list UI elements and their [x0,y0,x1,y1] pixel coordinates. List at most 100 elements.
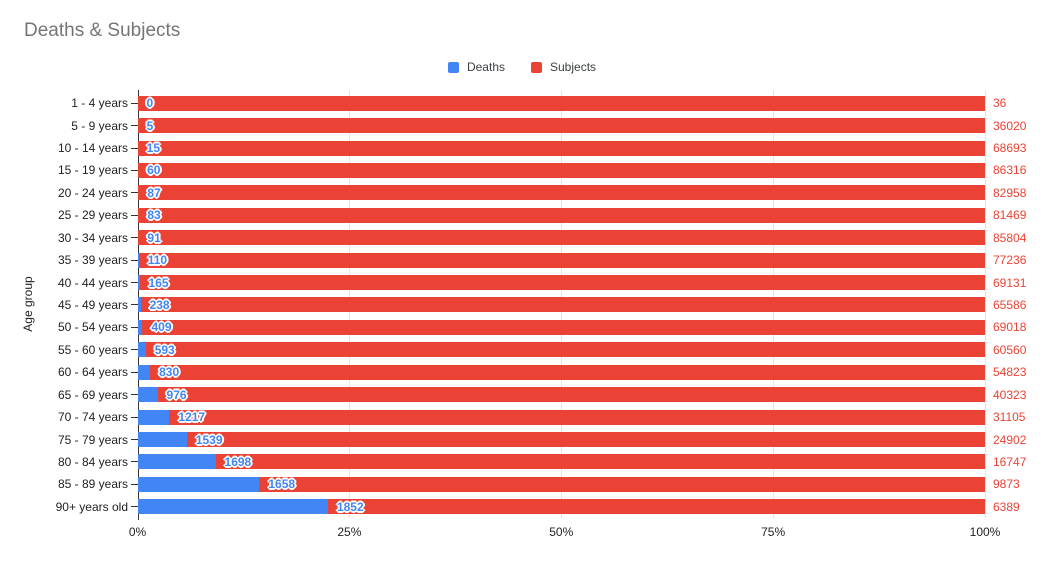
axis-tick [131,214,138,216]
subjects-value-label: 77236 [993,253,1027,268]
axis-tick [131,102,138,104]
deaths-bar-segment[interactable] [137,207,139,223]
subjects-bar-segment[interactable] [137,118,985,134]
category-label: 35 - 39 years [57,253,128,268]
subjects-bar-segment[interactable] [137,95,985,111]
category-label: 60 - 64 years [57,365,128,380]
category-label: 80 - 84 years [57,454,128,469]
axis-tick [131,349,138,351]
deaths-value-label: 91 [147,230,161,245]
deaths-value-label: 87 [147,185,161,200]
deaths-bar-segment[interactable] [137,297,141,313]
category-label: 5 - 9 years [71,118,128,133]
deaths-bar-segment[interactable] [137,230,139,246]
deaths-value-label: 976 [166,387,187,402]
subjects-bar-segment[interactable] [138,252,985,268]
deaths-bar-segment[interactable] [137,387,158,403]
subjects-value-label: 81469 [993,208,1027,223]
deaths-bar-segment[interactable] [137,364,151,380]
deaths-bar-segment[interactable] [137,342,146,358]
deaths-value-label: 409 [151,320,172,335]
category-label: 15 - 19 years [57,163,128,178]
deaths-bar-segment[interactable] [137,409,170,425]
legend-label-subjects: Subjects [550,60,597,74]
legend: Deaths Subjects [0,58,1044,76]
subjects-bar-segment[interactable] [139,275,985,291]
category-label: 65 - 69 years [57,387,128,402]
deaths-bar-segment[interactable] [137,252,139,268]
deaths-value-label: 1698 [224,454,252,469]
deaths-value-label: 238 [149,297,170,312]
axis-tick [131,506,138,508]
deaths-bar-segment[interactable] [137,275,140,291]
axis-tick [131,416,138,418]
category-label: 1 - 4 years [71,96,128,111]
category-label: 70 - 74 years [57,410,128,425]
deaths-value-label: 593 [154,342,175,357]
deaths-value-label: 1217 [178,410,206,425]
subjects-bar-segment[interactable] [145,342,985,358]
subjects-bar-segment[interactable] [138,162,985,178]
deaths-bar-segment[interactable] [137,454,216,470]
subjects-bar-segment[interactable] [150,364,985,380]
axis-tick [131,371,138,373]
subjects-bar-segment[interactable] [137,140,985,156]
deaths-bar-segment[interactable] [137,185,139,201]
subjects-value-label: 82958 [993,185,1027,200]
subjects-value-label: 40323 [993,387,1027,402]
category-label: 20 - 24 years [57,185,128,200]
subjects-value-label: 9873 [993,477,1020,492]
axis-tick [131,192,138,194]
subjects-bar-segment[interactable] [138,185,985,201]
deaths-bar-segment[interactable] [137,319,143,335]
subjects-value-label: 86316 [993,163,1027,178]
subjects-value-label: 65586 [993,297,1027,312]
deaths-value-label: 5 [146,118,154,133]
x-axis-tick-label: 0% [128,525,147,539]
axis-tick [131,282,138,284]
subjects-bar-segment[interactable] [140,297,985,313]
axis-tick [131,483,138,485]
subjects-value-label: 36020 [993,118,1027,133]
deaths-bar-segment[interactable] [137,499,328,515]
x-axis-tick-label: 100% [969,525,1001,539]
category-label: 40 - 44 years [57,275,128,290]
subjects-value-label: 85804 [993,230,1027,245]
subjects-value-label: 24902 [993,432,1027,447]
axis-tick [131,439,138,440]
deaths-value-label: 1658 [268,477,296,492]
subjects-bar-segment[interactable] [259,476,985,492]
legend-label-deaths: Deaths [466,60,505,74]
axis-tick [131,147,138,149]
x-axis-tick-label: 50% [549,525,574,539]
deaths-bar-segment[interactable] [137,162,139,178]
deaths-value-label: 165 [148,275,169,290]
deaths-bar-segment[interactable] [137,476,260,492]
category-label: 75 - 79 years [57,432,128,447]
axis-tick [131,394,138,396]
subjects-value-label: 68693 [993,141,1027,156]
deaths-value-label: 110 [147,253,168,268]
category-label: 90+ years old [55,499,128,514]
category-label: 30 - 34 years [57,230,128,245]
subjects-bar-segment[interactable] [138,207,985,223]
deaths-value-label: 60 [147,163,161,178]
subjects-bar-segment[interactable] [142,319,985,335]
subjects-bar-segment[interactable] [169,409,985,425]
deaths-bar-segment[interactable] [137,432,187,447]
subjects-value-label: 60560 [993,342,1027,357]
deaths-value-label: 1852 [336,499,364,514]
axis-tick [131,326,138,328]
subjects-bar-segment[interactable] [157,387,985,403]
subjects-bar-segment[interactable] [186,432,985,447]
subjects-bar-segment[interactable] [138,230,985,246]
subjects-bar-segment[interactable] [215,454,985,470]
category-label: 50 - 54 years [57,320,128,335]
subjects-value-label: 31105 [993,410,1026,425]
axis-tick [131,461,138,463]
subjects-bar-segment[interactable] [327,499,985,515]
subjects-value-label: 16747 [993,454,1027,469]
axis-tick [131,125,138,127]
axis-tick [131,304,138,306]
